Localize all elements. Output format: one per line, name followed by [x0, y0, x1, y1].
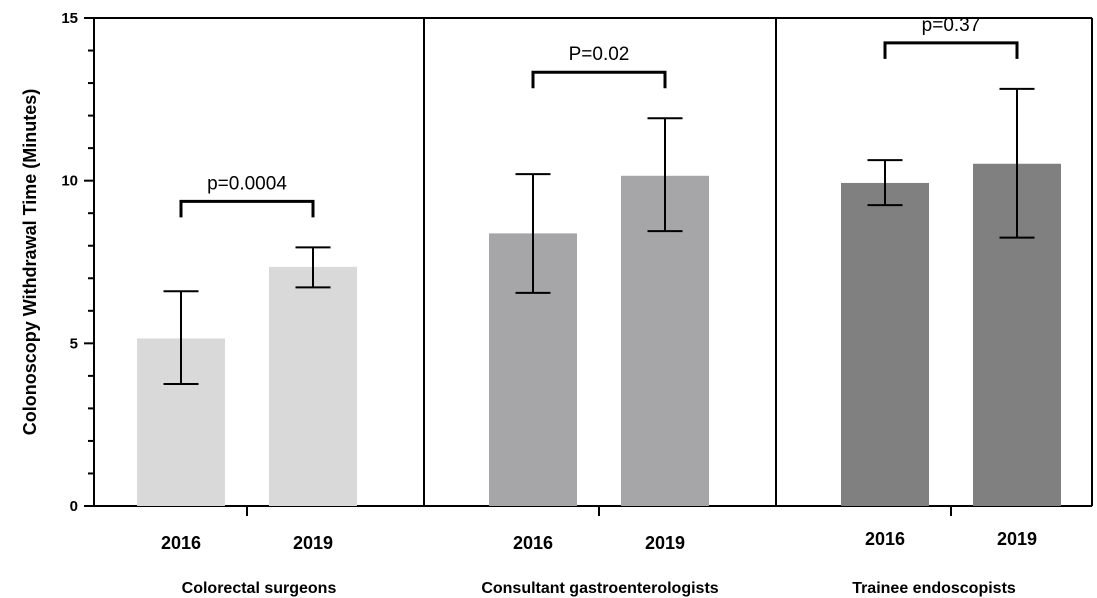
y-tick-label: 0	[70, 498, 78, 515]
significance-bracket	[531, 70, 667, 89]
y-tick-label: 10	[61, 173, 78, 190]
significance-bracket	[179, 199, 315, 218]
x-category-label: 2016	[513, 533, 553, 553]
p-value-label: P=0.02	[569, 44, 630, 65]
group-label: Consultant gastroenterologists	[481, 580, 718, 597]
group-label: Trainee endoscopists	[852, 580, 1016, 597]
x-category-label: 2016	[161, 533, 201, 553]
x-category-label: 2019	[293, 533, 333, 553]
x-category-label: 2016	[865, 529, 905, 549]
bar	[269, 266, 357, 506]
group-label: Colorectal surgeons	[182, 580, 337, 597]
y-tick-label: 15	[61, 10, 78, 27]
significance-bracket	[883, 41, 1019, 59]
p-value-annotations: p=0.0004 P=0.02 p=0.37	[179, 15, 1019, 218]
bars	[137, 163, 1061, 506]
p-value-label: p=0.37	[922, 15, 981, 36]
error-bars	[163, 87, 1035, 385]
x-category-label: 2019	[645, 533, 685, 553]
y-axis-label: Colonoscopy Withdrawal Time (Minutes)	[20, 89, 40, 436]
axes	[84, 17, 1093, 516]
p-value-label: p=0.0004	[207, 173, 287, 194]
y-tick-label: 5	[70, 335, 78, 352]
x-category-label: 2019	[997, 529, 1037, 549]
axis-labels: 0 5 10 15 2016 2019 Colorectal surgeons 2016 201…	[61, 10, 1037, 597]
bar	[841, 182, 929, 506]
